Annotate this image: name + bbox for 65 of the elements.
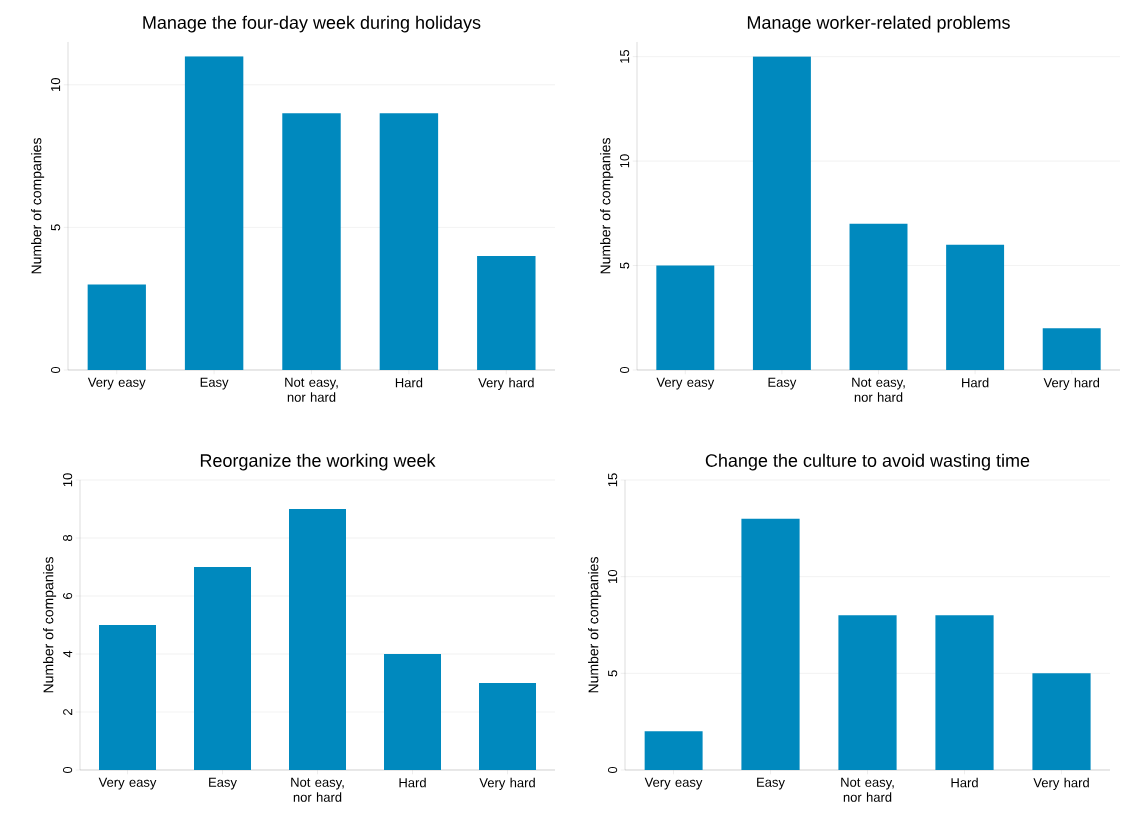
bar [99, 625, 156, 770]
y-axis-title: Number of companies [43, 557, 57, 693]
x-tick-label: Easy [768, 377, 797, 390]
y-tick-label: 5 [608, 670, 618, 677]
chart-title: Change the culture to avoid wasting time [705, 453, 1030, 471]
x-tick-label: Easy [200, 377, 229, 390]
bar [289, 509, 347, 770]
bar [379, 113, 439, 370]
y-tick-label: 5 [51, 224, 61, 231]
y-tick-label: 15 [620, 49, 630, 63]
x-tick-label: Easy [209, 777, 237, 790]
x-tick-label: Very hard [1043, 377, 1100, 390]
bar [946, 244, 1005, 370]
bar [935, 615, 994, 770]
x-tick-label: Hard [395, 377, 423, 388]
bar [194, 567, 252, 770]
bar [282, 113, 341, 370]
bar [184, 56, 244, 370]
x-tick-label: Easy [757, 777, 785, 790]
x-tick-label: Very hard [478, 377, 534, 390]
x-tick-label: Not easy, nor hard [841, 777, 894, 802]
y-tick-label: 8 [63, 534, 73, 542]
x-tick-label: Hard [399, 777, 426, 788]
x-tick-label: Very easy [98, 777, 157, 790]
bar [1032, 673, 1091, 770]
y-axis-title: Number of companies [31, 138, 45, 274]
x-tick-label: Very easy [87, 377, 146, 390]
y-tick-label: 10 [608, 569, 618, 583]
y-tick-label: 0 [608, 766, 618, 774]
x-tick-label: Not easy, nor hard [285, 377, 338, 402]
y-tick-label: 10 [50, 78, 61, 92]
chart-title: Manage worker-related problems [747, 15, 1010, 33]
x-tick-label: Very easy [656, 377, 715, 390]
bar [741, 518, 800, 770]
y-tick-label: 0 [63, 766, 73, 774]
y-tick-label: 5 [620, 262, 630, 269]
y-tick-label: 10 [620, 154, 630, 168]
bar [656, 265, 715, 370]
bar [87, 284, 146, 370]
x-tick-label: Very hard [479, 777, 535, 790]
bar [644, 731, 703, 770]
y-tick-label: 0 [620, 366, 630, 374]
x-tick-label: Not easy, nor hard [852, 377, 905, 402]
bar [479, 683, 537, 770]
x-tick-label: Hard [962, 377, 989, 388]
bar [1042, 328, 1101, 370]
y-tick-label: 0 [50, 366, 61, 374]
bar [838, 615, 897, 770]
x-tick-label: Hard [951, 777, 978, 788]
y-axis-title: Number of companies [600, 138, 614, 274]
bar [477, 255, 536, 370]
chart-title: Reorganize the working week [200, 453, 436, 471]
y-tick-label: 15 [608, 473, 618, 487]
x-tick-label: Very hard [1033, 777, 1089, 790]
x-tick-label: Very easy [644, 777, 703, 790]
bar [849, 223, 908, 370]
y-tick-label: 6 [63, 592, 73, 599]
bar [752, 56, 811, 370]
chart-title: Manage the four-day week during holidays [143, 15, 481, 33]
y-tick-label: 10 [63, 473, 73, 487]
x-tick-label: Not easy, nor hard [291, 777, 344, 802]
y-tick-label: 4 [63, 650, 73, 658]
y-axis-title: Number of companies [588, 557, 602, 693]
bar [384, 654, 442, 770]
y-tick-label: 2 [63, 709, 73, 715]
